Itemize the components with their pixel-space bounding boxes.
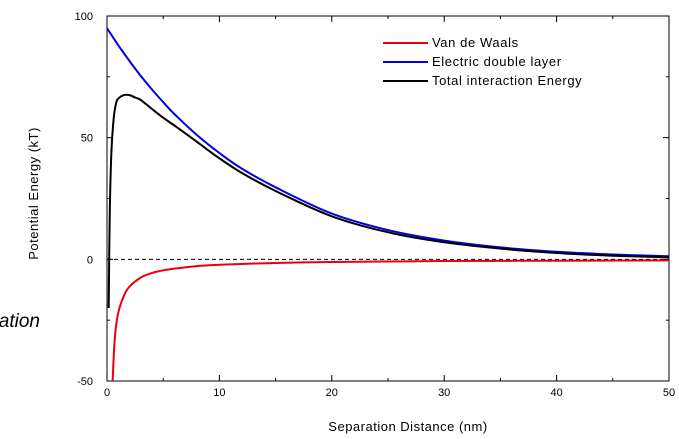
legend-label: Van de Waals bbox=[432, 35, 519, 50]
x-tick-label: 40 bbox=[550, 387, 562, 399]
y-tick-label: 50 bbox=[81, 133, 93, 145]
x-tick-label: 20 bbox=[326, 387, 338, 399]
x-tick-label: 30 bbox=[438, 387, 450, 399]
legend: Van de Waals Electric double layer Total i… bbox=[383, 35, 582, 88]
series-electric-double-layer bbox=[106, 27, 670, 258]
series-van-de-waals bbox=[111, 259, 670, 382]
plot-frame bbox=[106, 15, 670, 382]
x-tick-label: 50 bbox=[663, 387, 675, 399]
y-tick-label: -50 bbox=[77, 376, 93, 388]
y-axis-title: Potential Energy (kT) bbox=[26, 127, 41, 260]
x-tick-label: 10 bbox=[213, 387, 225, 399]
x-axis-title: Separation Distance (nm) bbox=[328, 419, 487, 434]
x-tick-label: 0 bbox=[104, 387, 110, 399]
legend-label: Electric double layer bbox=[432, 54, 562, 69]
legend-label: Total interaction Energy bbox=[432, 73, 582, 88]
series-group bbox=[106, 27, 670, 382]
axis-ticks bbox=[106, 15, 670, 382]
cropped-side-text: ation bbox=[0, 311, 40, 332]
y-tick-label: 0 bbox=[87, 254, 93, 266]
series-total-interaction-energy bbox=[107, 93, 670, 309]
y-tick-label: 100 bbox=[75, 11, 93, 23]
tick-labels: 0 10 20 30 40 50 -50 0 50 100 bbox=[75, 11, 675, 399]
